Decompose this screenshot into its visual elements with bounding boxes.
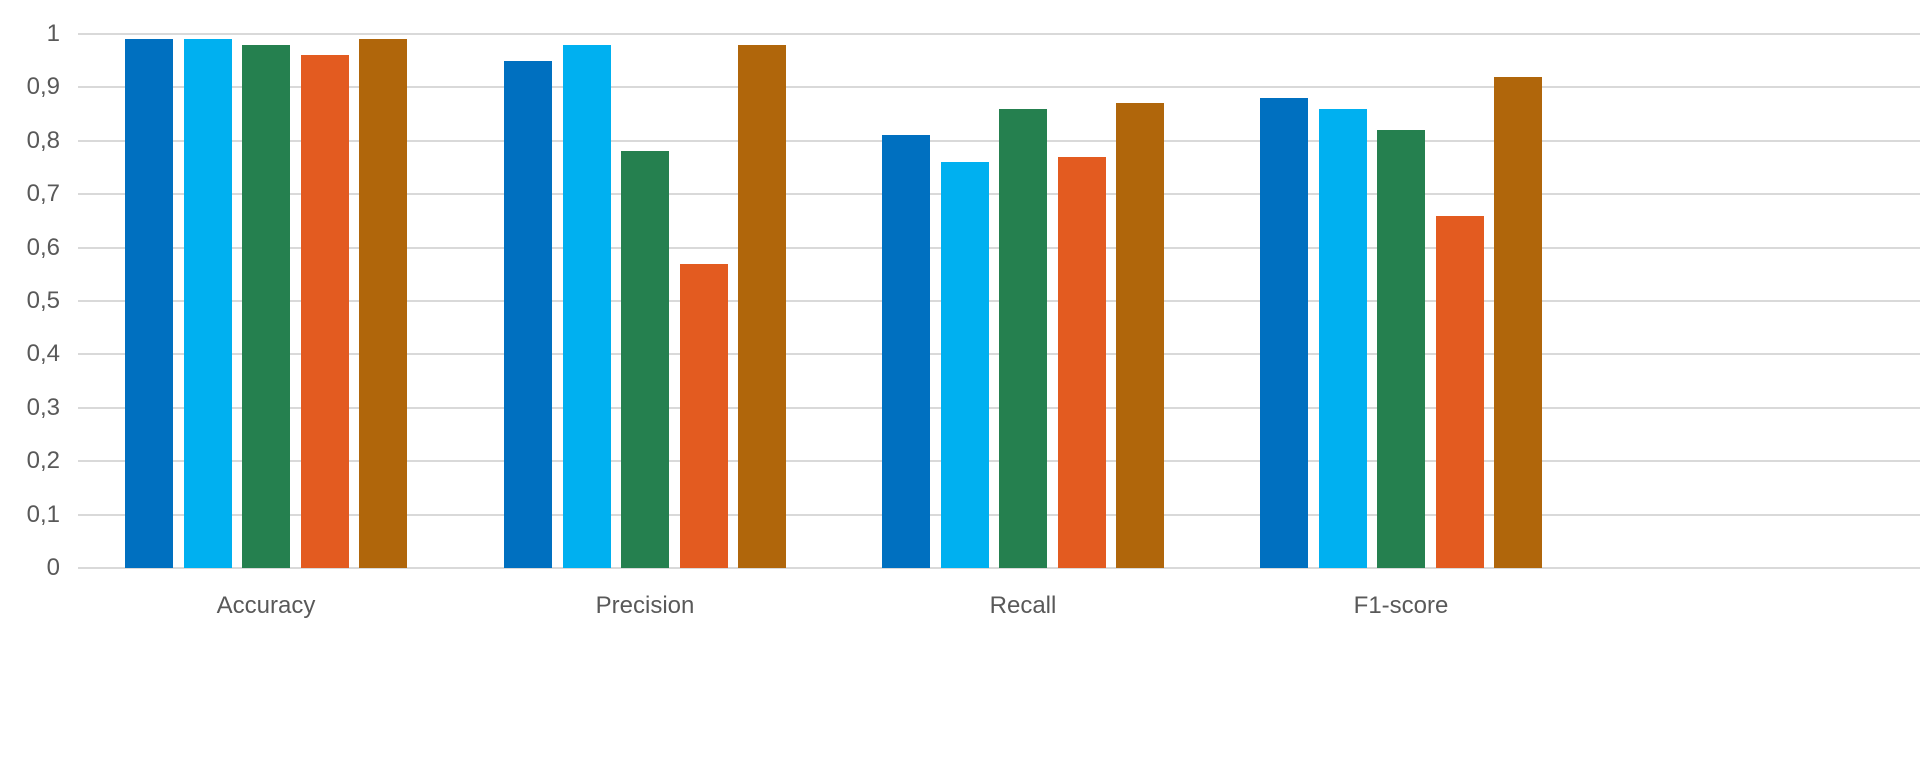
gridline (78, 33, 1920, 35)
bar-precision-series-2 (562, 44, 611, 568)
bar-recall-series-4 (1057, 156, 1106, 568)
y-tick-label: 0,9 (26, 73, 60, 101)
y-tick-label: 0,4 (26, 340, 60, 368)
bar-precision-series-4 (679, 263, 728, 568)
bar-precision-series-1 (504, 60, 552, 568)
bar-f1-score-series-3 (1377, 130, 1425, 568)
y-tick-label: 0,2 (26, 447, 60, 475)
y-tick-label: 0,5 (26, 287, 60, 314)
bar-precision-series-5 (738, 44, 786, 568)
y-tick-label: 0,6 (26, 233, 60, 261)
bar-recall-series-5 (1116, 103, 1164, 568)
y-tick-label: 0 (46, 554, 60, 581)
bar-accuracy-series-5 (359, 39, 407, 568)
y-tick-label: 0,7 (26, 180, 60, 208)
bar-precision-series-3 (621, 151, 669, 568)
bar-recall-series-3 (999, 108, 1047, 568)
bar-f1-score-series-5 (1494, 76, 1542, 568)
y-tick-label: 0,8 (26, 126, 60, 154)
x-tick-label: F1-score (1353, 592, 1449, 619)
y-tick-label: 0,3 (26, 393, 60, 421)
y-tick-label: 0,1 (26, 500, 60, 528)
bar-accuracy-series-3 (242, 44, 290, 568)
bar-f1-score-series-2 (1318, 108, 1367, 568)
gridline (78, 86, 1920, 89)
bar-f1-score-series-4 (1435, 215, 1484, 568)
gridline (78, 567, 1920, 569)
bar-accuracy-series-2 (183, 39, 232, 568)
x-tick-label: Recall (989, 592, 1057, 619)
bar-accuracy-series-1 (125, 39, 173, 568)
bar-recall-series-2 (940, 162, 989, 568)
bar-recall-series-1 (882, 135, 930, 568)
x-tick-label: Accuracy (216, 592, 316, 619)
bar-accuracy-series-4 (300, 55, 349, 568)
x-tick-label: Precision (595, 592, 695, 619)
bar-f1-score-series-1 (1260, 98, 1308, 568)
y-tick-label: 1 (46, 20, 60, 47)
